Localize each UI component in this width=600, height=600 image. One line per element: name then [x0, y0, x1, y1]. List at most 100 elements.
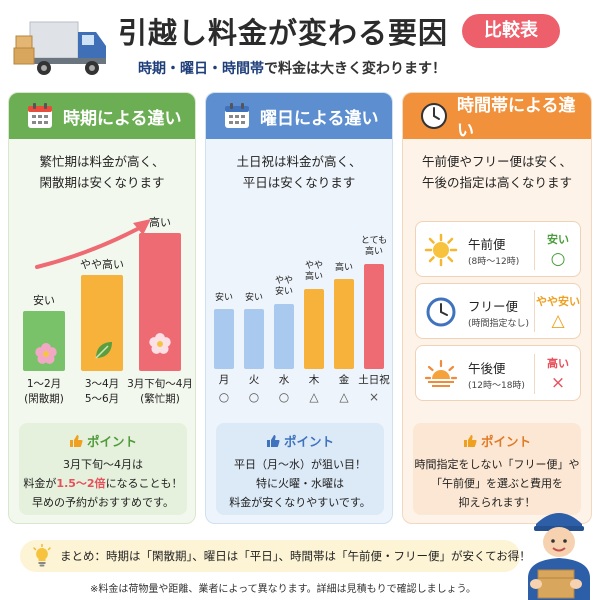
weekday-bar-level-label: とても 高い: [360, 236, 388, 257]
weekday-point-title-text: ポイント: [283, 434, 334, 449]
weekday-rating-mark: △: [339, 390, 349, 404]
season-category-label: 1〜2月 (閑散期): [24, 378, 64, 405]
timeslot-lead-line: 午後の指定は高くなります: [421, 175, 572, 190]
timeslot-rating-mark: △: [551, 311, 565, 331]
weekday-bar: [364, 264, 384, 369]
season-card-header: 時期による違い: [9, 93, 195, 139]
weekday-category-label: 金: [338, 374, 350, 386]
season-lead-line: 繁忙期は料金が高く、: [39, 154, 165, 169]
thumbs-up-icon: [69, 434, 83, 447]
thumbs-up-icon: [463, 434, 477, 447]
timeslot-item-afternoon: 午後便 (12時〜18時) 高い ×: [415, 345, 581, 401]
timeslot-item-morning: 午前便 (8時〜12時) 安い ○: [415, 221, 581, 277]
weekday-category-label: 月: [218, 374, 230, 386]
timeslot-item-free: フリー便 (時間指定なし) やや安い △: [415, 283, 581, 339]
timeslot-point-line: 時間指定をしない「フリー便」や: [414, 458, 580, 471]
comparison-badge: 比較表: [462, 14, 560, 48]
weekday-point-line: 料金が安くなりやすいです。: [229, 496, 371, 509]
calendar-icon: [28, 103, 52, 128]
timeslot-price-level: 高い: [547, 357, 569, 370]
season-point-box: ポイント 3月下旬〜4月は 料金が1.5〜2倍になることも！ 早めの予約がおすす…: [19, 423, 187, 515]
timeslot-lead: 午前便やフリー便は安く、 午後の指定は高くなります: [403, 151, 591, 193]
leaf-icon: [95, 342, 112, 359]
flower-icon: [35, 343, 57, 364]
timeslot-point-title-text: ポイント: [480, 434, 531, 449]
timeslot-hours: (12時〜18時): [468, 381, 525, 391]
weekday-bar: [304, 289, 324, 369]
weekday-point-title: ポイント: [216, 431, 384, 450]
weekday-rating-mark: ○: [278, 390, 290, 404]
weekday-card: 曜日による違い 土日祝は料金が高く、 平日は安くなります ポイント 平日（月〜水…: [205, 92, 393, 524]
season-point-fragment: になることも！: [105, 477, 183, 490]
season-point-text: 3月下旬〜4月は 料金が1.5〜2倍になることも！ 早めの予約がおすすめです。: [19, 455, 187, 512]
timeslot-point-line: 抑えられます！: [458, 496, 536, 509]
summary-text: まとめ：時期は「閑散期」、曜日は「平日」、時間帯は「午前便・フリー便」が安くてお…: [60, 549, 531, 563]
weekday-bar-level-label: 高い: [334, 263, 353, 273]
season-bar-level-label: 高い: [149, 216, 171, 229]
timeslot-point-title: ポイント: [413, 431, 581, 450]
timeslot-card-header: 時間帯による違い: [403, 93, 591, 141]
timeslot-lead-line: 午前便やフリー便は安く、: [421, 154, 572, 169]
season-point-line: 3月下旬〜4月は: [63, 458, 143, 471]
weekday-rating-mark: ○: [248, 390, 260, 404]
weekday-card-header: 曜日による違い: [206, 93, 392, 139]
weekday-point-text: 平日（月〜水）が狙い目！ 特に火曜・水曜は 料金が安くなりやすいです。: [216, 455, 384, 512]
season-point-line: 料金が1.5〜2倍になることも！: [19, 474, 187, 493]
weekday-lead-line: 平日は安くなります: [242, 175, 356, 190]
subtitle-rest: で料金は大きく変わります！: [264, 61, 446, 77]
weekday-bar-level-label: 安い: [214, 293, 233, 303]
weekday-bar: [244, 309, 264, 369]
page-subtitle: 時期・曜日・時間帯で料金は大きく変わります！: [138, 58, 446, 78]
timeslot-point-line: 「午前便」を選ぶと費用を: [431, 477, 563, 490]
weekday-bar: [334, 279, 354, 369]
clock-icon: [426, 297, 456, 327]
weekday-bar-level-label: 安い: [244, 293, 263, 303]
season-card: 時期による違い 繁忙期は料金が高く、 閑散期は安くなります ポイント 3月下旬〜…: [8, 92, 196, 524]
season-category-label: 3〜4月 5〜6月: [84, 378, 120, 405]
season-point-line: 早めの予約がおすすめです。: [32, 496, 174, 509]
season-trend-arrow: [35, 219, 151, 269]
timeslot-price-level: 安い: [547, 233, 569, 246]
lightbulb-icon: [33, 544, 51, 567]
page-title: 引越し料金が変わる要因: [118, 16, 449, 50]
disclaimer-note: ※料金は荷物量や距離、業者によって異なります。詳細は見積もりで確認しましょう。: [90, 584, 476, 595]
weekday-lead-line: 土日祝は料金が高く、: [236, 154, 362, 169]
timeslot-divider: [534, 292, 535, 332]
timeslot-name: フリー便: [468, 299, 519, 314]
season-bar-level-label: 安い: [33, 294, 55, 307]
weekday-bar: [214, 309, 234, 369]
weekday-rating-mark: ○: [218, 390, 230, 404]
season-lead-line: 閑散期は安くなります: [39, 175, 165, 190]
sun-icon: [424, 233, 458, 267]
moving-truck-icon: [13, 21, 106, 75]
calendar-icon: [225, 103, 249, 128]
timeslot-rating-mark: ×: [550, 373, 566, 393]
weekday-category-label: 水: [278, 374, 290, 386]
mover-illustration: [528, 513, 590, 600]
summary-banner: まとめ：時期は「閑散期」、曜日は「平日」、時間帯は「午前便・フリー便」が安くてお…: [20, 540, 531, 572]
timeslot-price-level: やや安い: [536, 295, 580, 308]
season-point-highlight: 1.5〜2倍: [56, 477, 106, 490]
clock-icon: [421, 103, 447, 129]
season-bar-level-label: やや高い: [80, 258, 124, 271]
season-point-title: ポイント: [19, 431, 187, 450]
subtitle-emphasis: 時期・曜日・時間帯: [138, 61, 264, 77]
weekday-card-title: 曜日による違い: [260, 108, 379, 129]
season-card-title: 時期による違い: [63, 108, 182, 129]
thumbs-up-icon: [266, 434, 280, 447]
timeslot-rating-mark: ○: [550, 249, 566, 269]
season-point-fragment: 料金が: [23, 477, 57, 490]
weekday-category-label: 木: [308, 374, 320, 386]
weekday-lead: 土日祝は料金が高く、 平日は安くなります: [206, 151, 392, 193]
timeslot-divider: [534, 230, 535, 270]
timeslot-point-text: 時間指定をしない「フリー便」や 「午前便」を選ぶと費用を 抑えられます！: [413, 455, 581, 512]
season-lead: 繁忙期は料金が高く、 閑散期は安くなります: [9, 151, 195, 193]
weekday-bar-level-label: やや 高い: [304, 261, 323, 282]
weekday-point-line: 平日（月〜水）が狙い目！: [234, 458, 366, 471]
season-category-label: 3月下旬〜4月 (繁忙期): [127, 378, 193, 405]
sunset-icon: [424, 359, 458, 387]
weekday-rating-mark: △: [309, 390, 319, 404]
timeslot-name: 午前便: [468, 237, 506, 252]
timeslot-name: 午後便: [468, 361, 506, 376]
weekday-bar-level-label: やや 安い: [274, 276, 293, 297]
